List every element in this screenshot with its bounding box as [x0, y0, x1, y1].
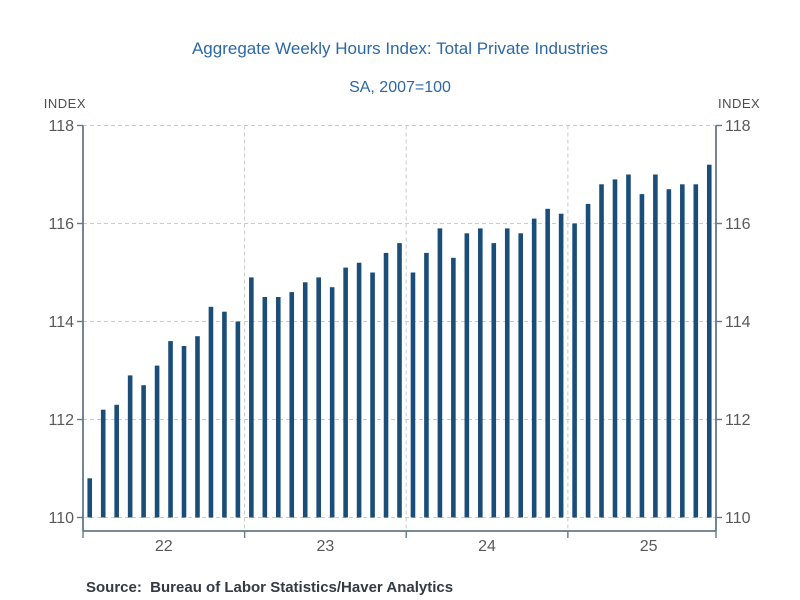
- bar-apr-2025: [612, 179, 618, 518]
- bar-jun-2022: [154, 365, 160, 518]
- bars: [87, 164, 712, 518]
- bar-sep-2023: [356, 262, 362, 518]
- bar-jul-2023: [329, 287, 335, 518]
- bar-jun-2024: [478, 228, 483, 518]
- y-tick-label-right: 112: [725, 412, 751, 429]
- bar-nov-2024: [545, 208, 550, 518]
- bar-oct-2022: [208, 306, 214, 518]
- bar-jan-2025: [572, 223, 577, 518]
- bar-jun-2023: [316, 277, 321, 518]
- bar-mar-2023: [275, 297, 281, 518]
- bar-oct-2025: [693, 184, 699, 518]
- bar-jul-2025: [653, 174, 658, 518]
- bar-sep-2022: [195, 336, 200, 518]
- bar-may-2023: [302, 282, 308, 518]
- bar-jul-2022: [168, 341, 173, 518]
- bar-mar-2025: [599, 184, 604, 518]
- y-tick-label-right: 114: [725, 314, 751, 331]
- y-tick-label-left: 112: [48, 412, 74, 429]
- x-year-label-22: 22: [155, 538, 173, 555]
- bar-nov-2023: [383, 252, 389, 518]
- bar-sep-2025: [680, 184, 685, 518]
- bar-dec-2024: [558, 213, 564, 518]
- bar-feb-2022: [100, 409, 106, 518]
- bar-dec-2022: [235, 321, 241, 518]
- bar-aug-2025: [666, 189, 672, 518]
- bar-jul-2024: [491, 243, 497, 518]
- bar-apr-2023: [289, 292, 295, 518]
- bar-oct-2023: [370, 272, 375, 518]
- bar-mar-2022: [114, 404, 119, 518]
- x-year-label-23: 23: [317, 538, 335, 555]
- chart-subtitle: SA, 2007=100: [349, 79, 451, 96]
- bar-jun-2025: [639, 194, 645, 518]
- y-tick-label-left: 114: [48, 314, 74, 331]
- axis-tick-labels: 110 110 112 112 114 114 116 116 118 118 22 23 24 25: [48, 118, 750, 555]
- y-tick-label-right: 110: [725, 510, 751, 527]
- chart-title: Aggregate Weekly Hours Index: Total Priv…: [192, 39, 608, 58]
- bar-aug-2022: [181, 346, 187, 518]
- bar-dec-2023: [397, 243, 402, 518]
- y-tick-label-left: 110: [48, 510, 74, 527]
- bar-feb-2024: [424, 252, 429, 518]
- bar-apr-2024: [451, 257, 456, 518]
- bar-jan-2023: [249, 277, 254, 518]
- bar-may-2025: [626, 174, 631, 518]
- y-tick-label-right: 118: [725, 118, 751, 135]
- x-year-label-24: 24: [478, 538, 496, 555]
- axes: [77, 124, 722, 538]
- bar-nov-2022: [222, 311, 227, 518]
- bar-may-2024: [464, 233, 470, 518]
- y-tick-label-left: 118: [48, 118, 74, 135]
- bar-feb-2023: [262, 297, 268, 518]
- y-axis-unit-left: INDEX: [44, 96, 86, 111]
- bar-oct-2024: [531, 218, 537, 518]
- bar-jan-2024: [410, 272, 416, 518]
- bar-feb-2025: [585, 203, 591, 518]
- bar-may-2022: [141, 385, 146, 518]
- y-axis-unit-right: INDEX: [718, 96, 760, 111]
- bar-aug-2024: [504, 228, 510, 518]
- bar-nov-2025: [706, 164, 712, 518]
- y-tick-label-left: 116: [48, 216, 74, 233]
- bar-aug-2023: [343, 267, 348, 518]
- source-note: Source: Bureau of Labor Statistics/Haver…: [86, 579, 453, 596]
- bar-sep-2024: [518, 233, 524, 518]
- x-year-label-25: 25: [640, 538, 658, 555]
- bar-jan-2022: [87, 478, 93, 518]
- bar-apr-2022: [127, 375, 133, 518]
- y-tick-label-right: 116: [725, 216, 751, 233]
- bar-mar-2024: [437, 228, 443, 518]
